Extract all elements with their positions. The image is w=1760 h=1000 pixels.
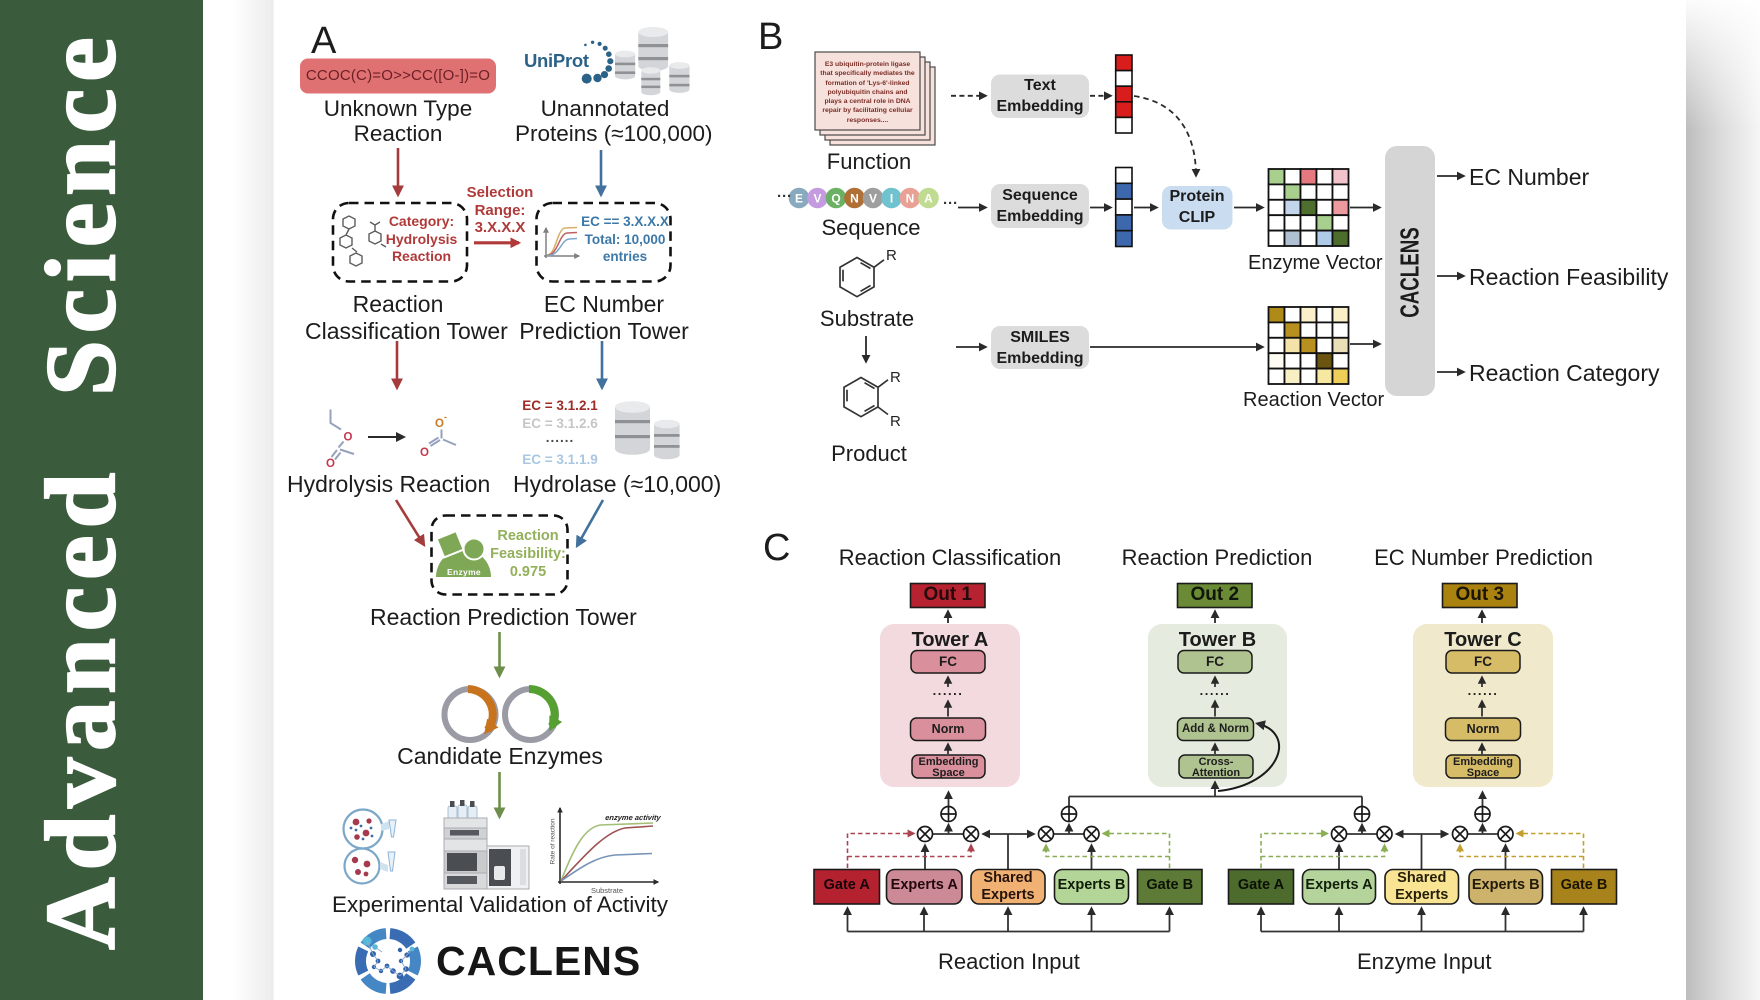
svg-text:A: A xyxy=(924,192,933,206)
svg-text:N: N xyxy=(906,192,915,206)
svg-text:O: O xyxy=(435,418,444,430)
svg-text:O: O xyxy=(344,432,353,444)
svg-text:R: R xyxy=(890,413,901,430)
svg-text:O: O xyxy=(326,458,335,470)
svg-text:···: ··· xyxy=(777,188,792,205)
svg-text:R: R xyxy=(886,247,897,264)
svg-text:Q: Q xyxy=(831,192,840,206)
svg-text:N: N xyxy=(850,192,859,206)
svg-text:O: O xyxy=(420,447,429,459)
svg-text:-: - xyxy=(444,412,447,422)
svg-text:V: V xyxy=(869,192,877,206)
svg-text:V: V xyxy=(813,192,821,206)
svg-text:R: R xyxy=(890,369,901,386)
svg-text:E: E xyxy=(795,192,803,206)
svg-text:···: ··· xyxy=(943,195,958,212)
svg-text:I: I xyxy=(890,192,893,206)
